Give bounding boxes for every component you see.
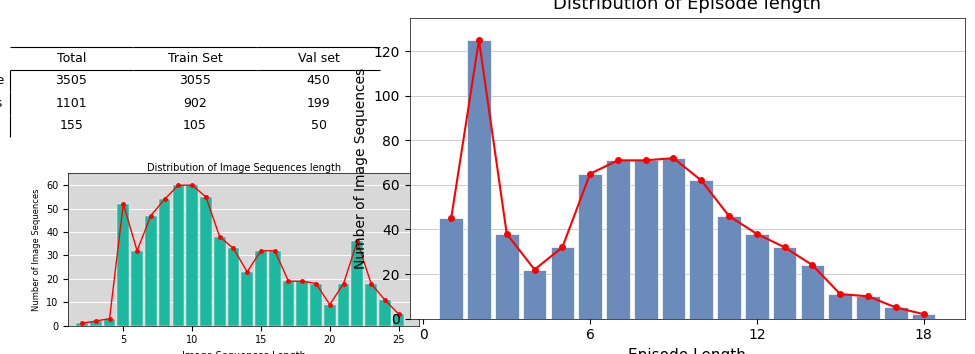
Bar [495,234,519,319]
Bar [467,40,490,319]
Bar [186,185,198,326]
Bar [393,314,405,326]
Bar [76,323,88,326]
Bar [689,181,713,319]
Bar [366,284,377,326]
Bar [606,160,630,319]
X-axis label: Episode Length: Episode Length [629,348,746,354]
Bar [117,204,129,326]
Bar [283,281,294,326]
Title: Distribution of Episode length: Distribution of Episode length [554,0,821,13]
Bar [132,251,143,326]
Bar [884,308,908,319]
Bar [351,241,363,326]
Bar [145,216,157,326]
Bar [214,237,225,326]
Bar [200,197,212,326]
Bar [103,319,115,326]
X-axis label: Image Sequences Length: Image Sequences Length [181,351,306,354]
Y-axis label: Number of Image Sequences: Number of Image Sequences [354,68,368,269]
Bar [829,294,852,319]
Bar [337,284,349,326]
Bar [745,234,768,319]
Bar [551,247,574,319]
Bar [773,247,797,319]
Bar [523,269,546,319]
Title: Distribution of Image Sequences length: Distribution of Image Sequences length [146,163,341,173]
Bar [324,304,335,326]
Y-axis label: Number of Image Sequences: Number of Image Sequences [31,188,41,311]
Bar [662,158,685,319]
Bar [242,272,254,326]
Bar [912,314,935,319]
Bar [578,174,602,319]
Bar [379,300,391,326]
Bar [310,284,322,326]
Bar [800,265,824,319]
Bar [90,321,101,326]
Bar [227,249,239,326]
Bar [159,199,171,326]
Bar [255,251,267,326]
Bar [440,218,463,319]
Bar [856,296,879,319]
Bar [634,160,657,319]
Bar [269,251,281,326]
Bar [296,281,308,326]
Bar [718,216,741,319]
Bar [173,185,184,326]
